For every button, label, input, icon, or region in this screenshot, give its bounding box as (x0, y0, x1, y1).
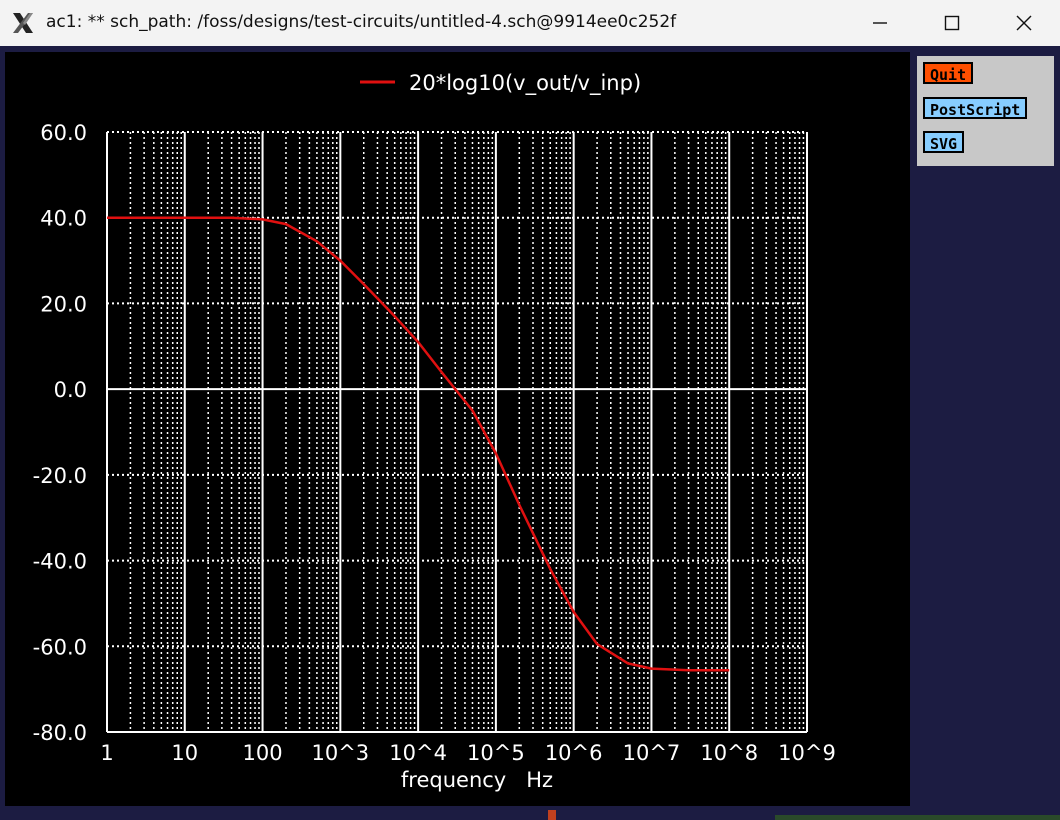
y-tick-label: -20.0 (33, 464, 87, 488)
x-tick-label: 10^9 (778, 741, 836, 765)
bode-plot: 60.0 40.0 20.0 0.0 -20.0 -40.0 -60.0 -80.0 1 10 10… (33, 71, 836, 792)
control-panel: Quit PostScript SVG (917, 56, 1054, 166)
y-tick-label: 40.0 (40, 207, 87, 231)
x-logo-icon (10, 10, 36, 36)
x-tick-label: 10^4 (389, 741, 447, 765)
postscript-button[interactable]: PostScript (923, 97, 1028, 119)
legend-label: 20*log10(v_out/v_inp) (409, 71, 641, 96)
quit-button[interactable]: Quit (923, 62, 974, 84)
close-icon (1016, 15, 1032, 31)
series-line (107, 216, 730, 672)
bottom-marker (548, 810, 556, 820)
y-tick-label: 20.0 (40, 292, 87, 316)
maximize-button[interactable] (916, 0, 988, 46)
x-tick-label: 10^5 (467, 741, 525, 765)
x-tick-label: 1 (100, 741, 113, 765)
x-tick-label: 100 (243, 741, 283, 765)
x-tick-label: 10 (171, 741, 198, 765)
x-tick-label: 10^8 (700, 741, 758, 765)
y-tick-label: 60.0 (40, 121, 87, 145)
y-tick-label: -40.0 (33, 550, 87, 574)
x-tick-label: 10^7 (623, 741, 681, 765)
close-button[interactable] (988, 0, 1060, 46)
y-tick-label: 0.0 (54, 378, 87, 402)
x-tick-label: 10^3 (311, 741, 369, 765)
title-bar[interactable]: ac1: ** sch_path: /foss/designs/test-cir… (0, 0, 1060, 46)
svg-button[interactable]: SVG (923, 131, 965, 153)
bottom-edge (775, 815, 1060, 820)
minimize-icon (873, 22, 887, 24)
maximize-icon (944, 15, 960, 31)
minimize-button[interactable] (844, 0, 916, 46)
y-tick-label: -80.0 (33, 721, 87, 745)
window-title: ac1: ** sch_path: /foss/designs/test-cir… (46, 12, 677, 32)
plot-area[interactable]: 60.0 40.0 20.0 0.0 -20.0 -40.0 -60.0 -80.0 1 10 10… (5, 52, 910, 806)
x-tick-label: 10^6 (545, 741, 603, 765)
x-axis-label: frequency Hz (401, 768, 553, 792)
y-tick-label: -60.0 (33, 635, 87, 659)
